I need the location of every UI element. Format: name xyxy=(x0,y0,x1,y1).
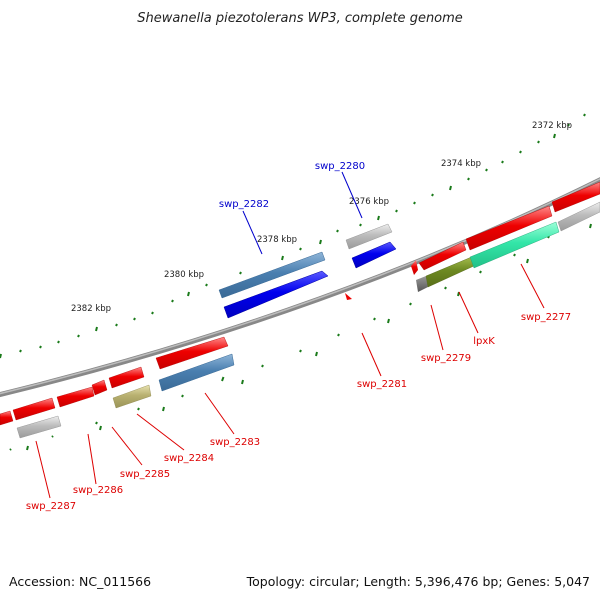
gene-swp-2284-red[interactable] xyxy=(108,366,145,389)
gene-swp-2282-steel[interactable] xyxy=(218,251,326,299)
gene-label-lpxk[interactable]: lpxK xyxy=(473,336,495,347)
gene-swp-2280-blue[interactable] xyxy=(351,241,397,269)
gene-label-swp-2284[interactable]: swp_2284 xyxy=(164,453,214,464)
scale-label-2372: 2372 kbp xyxy=(532,121,572,131)
gene-label-swp-2281[interactable]: swp_2281 xyxy=(357,379,407,390)
label-leaders xyxy=(35,171,545,499)
forward-strand-genes xyxy=(218,201,600,319)
gene-lpxk-red[interactable] xyxy=(465,205,553,251)
scale-label-2378: 2378 kbp xyxy=(257,235,297,245)
scale-label-2374: 2374 kbp xyxy=(441,159,481,169)
gene-label-swp-2283[interactable]: swp_2283 xyxy=(210,437,260,448)
gene-swp-2286-red[interactable] xyxy=(56,386,95,408)
outer-tick-ring xyxy=(19,113,586,353)
gene-swp-2281[interactable] xyxy=(345,293,352,300)
gene-label-swp-2277[interactable]: swp_2277 xyxy=(521,312,571,323)
gene-left-red[interactable] xyxy=(0,410,14,426)
gene-swp-2283-steel[interactable] xyxy=(158,353,235,392)
gene-swp-2287-red[interactable] xyxy=(12,397,56,421)
gene-lpxk-teal[interactable] xyxy=(469,221,560,269)
gene-label-swp-2279[interactable]: swp_2279 xyxy=(421,353,471,364)
gene-label-swp-2285[interactable]: swp_2285 xyxy=(120,469,170,480)
genome-title: Shewanella piezotolerans WP3, complete g… xyxy=(137,11,463,26)
outer-tick-ring-major xyxy=(0,133,556,359)
gene-swp-2285-red[interactable] xyxy=(91,379,108,396)
gene-swp-2283-red[interactable] xyxy=(155,336,229,370)
gene-swp-2287-gray[interactable] xyxy=(16,415,62,439)
gene-label-swp-2286[interactable]: swp_2286 xyxy=(73,485,123,496)
gene-label-swp-2287[interactable]: swp_2287 xyxy=(26,501,76,512)
inner-tick-ring xyxy=(9,217,582,451)
scale-label-2380: 2380 kbp xyxy=(164,270,204,280)
genome-summary-text: Topology: circular; Length: 5,396,476 bp… xyxy=(246,574,590,589)
gene-swp-2279-arrow[interactable] xyxy=(411,260,418,275)
gene-right-red[interactable] xyxy=(551,181,600,213)
gene-swp-2284-khaki[interactable] xyxy=(112,384,152,409)
gene-swp-2282-blue[interactable] xyxy=(223,270,329,319)
scale-label-2382: 2382 kbp xyxy=(71,304,111,314)
genome-backbone-highlight xyxy=(0,178,600,395)
gene-label-swp-2280[interactable]: swp_2280 xyxy=(315,161,365,172)
gene-swp-2277-gray-right[interactable] xyxy=(557,201,600,232)
gene-swp-2279-red[interactable] xyxy=(418,241,467,271)
gene-swp-2280-gray[interactable] xyxy=(345,223,393,250)
reverse-strand-genes xyxy=(0,181,600,439)
genome-backbone xyxy=(0,177,600,398)
scale-label-2376: 2376 kbp xyxy=(349,197,389,207)
accession-text: Accession: NC_011566 xyxy=(9,574,151,589)
gene-swp-2279-dark[interactable] xyxy=(416,276,428,292)
gene-label-swp-2282[interactable]: swp_2282 xyxy=(219,199,269,210)
